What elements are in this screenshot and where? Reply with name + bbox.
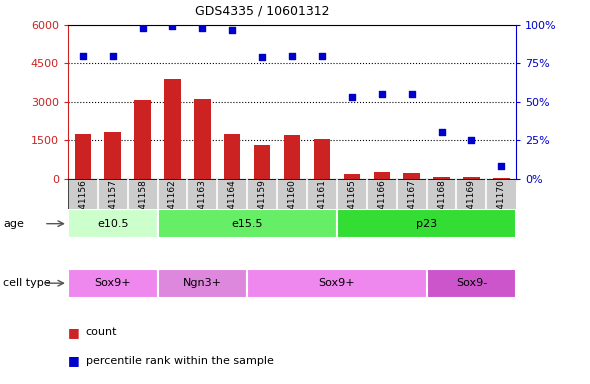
- Bar: [433, 177, 450, 179]
- Text: GSM841158: GSM841158: [138, 179, 147, 234]
- Bar: [104, 132, 121, 179]
- Text: Sox9+: Sox9+: [319, 278, 355, 288]
- Bar: [254, 145, 270, 179]
- Text: GSM841170: GSM841170: [497, 179, 506, 234]
- Point: [347, 94, 356, 100]
- Bar: [194, 99, 211, 179]
- Text: e10.5: e10.5: [97, 218, 129, 229]
- Bar: [427, 269, 516, 298]
- Bar: [284, 135, 300, 179]
- Point: [257, 54, 267, 60]
- Text: GSM841166: GSM841166: [377, 179, 386, 234]
- Bar: [493, 178, 510, 179]
- Text: GSM841156: GSM841156: [78, 179, 87, 234]
- Text: percentile rank within the sample: percentile rank within the sample: [86, 356, 273, 366]
- Text: e15.5: e15.5: [231, 218, 263, 229]
- Bar: [404, 174, 420, 179]
- Bar: [463, 177, 480, 179]
- Text: GDS4335 / 10601312: GDS4335 / 10601312: [195, 4, 330, 17]
- Text: Sox9+: Sox9+: [94, 278, 131, 288]
- Bar: [74, 134, 91, 179]
- Text: ■: ■: [68, 326, 80, 339]
- Point: [138, 25, 148, 31]
- Text: GSM841159: GSM841159: [258, 179, 267, 234]
- Bar: [164, 79, 181, 179]
- Text: ■: ■: [68, 354, 80, 367]
- Point: [168, 23, 177, 30]
- Text: GSM841157: GSM841157: [108, 179, 117, 234]
- Text: age: age: [3, 218, 24, 229]
- Point: [497, 163, 506, 169]
- Text: GSM841163: GSM841163: [198, 179, 207, 234]
- Text: GSM841160: GSM841160: [287, 179, 297, 234]
- Point: [407, 91, 417, 97]
- Bar: [158, 269, 247, 298]
- Bar: [343, 174, 360, 179]
- Text: Sox9-: Sox9-: [456, 278, 487, 288]
- Text: GSM841169: GSM841169: [467, 179, 476, 234]
- Text: Ngn3+: Ngn3+: [183, 278, 222, 288]
- Bar: [337, 209, 516, 238]
- Text: GSM841167: GSM841167: [407, 179, 416, 234]
- Text: GSM841165: GSM841165: [348, 179, 356, 234]
- Point: [198, 25, 207, 31]
- Text: GSM841162: GSM841162: [168, 179, 177, 234]
- Text: cell type: cell type: [3, 278, 51, 288]
- Point: [228, 26, 237, 33]
- Bar: [247, 269, 427, 298]
- Point: [287, 53, 297, 59]
- Point: [467, 137, 476, 143]
- Text: GSM841168: GSM841168: [437, 179, 446, 234]
- Text: GSM841164: GSM841164: [228, 179, 237, 234]
- Point: [78, 53, 87, 59]
- Bar: [68, 209, 158, 238]
- Point: [317, 53, 327, 59]
- Bar: [135, 101, 151, 179]
- Bar: [68, 269, 158, 298]
- Point: [377, 91, 386, 97]
- Text: count: count: [86, 327, 117, 337]
- Point: [108, 53, 117, 59]
- Text: GSM841161: GSM841161: [317, 179, 326, 234]
- Bar: [373, 172, 390, 179]
- Bar: [158, 209, 337, 238]
- Bar: [314, 139, 330, 179]
- Text: p23: p23: [416, 218, 437, 229]
- Bar: [224, 134, 241, 179]
- Point: [437, 129, 446, 136]
